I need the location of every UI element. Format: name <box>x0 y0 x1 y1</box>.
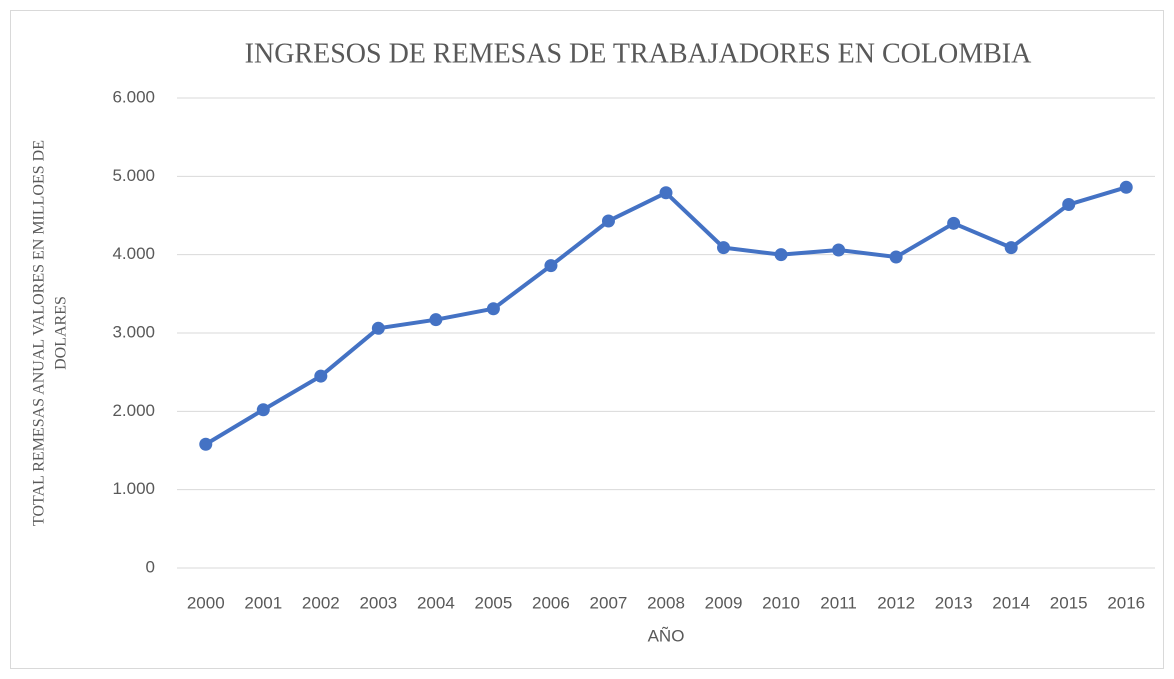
y-tick-label: 4.000 <box>112 244 155 263</box>
y-tick-label: 0 <box>146 557 155 576</box>
x-tick-label: 2009 <box>705 593 743 612</box>
x-tick-label: 2006 <box>532 593 570 612</box>
x-tick-label: 2004 <box>417 593 455 612</box>
point <box>486 302 500 316</box>
x-tick-label: 2008 <box>647 593 685 612</box>
point <box>774 248 788 262</box>
y-axis-title: DOLARES <box>53 296 70 370</box>
point <box>832 243 846 257</box>
point <box>314 369 328 383</box>
x-tick-label: 2015 <box>1050 593 1088 612</box>
x-tick-label: 2011 <box>820 593 857 612</box>
x-tick-label: 2001 <box>244 593 282 612</box>
chart-title: INGRESOS DE REMESAS DE TRABAJADORES EN C… <box>245 38 1032 69</box>
point <box>889 250 903 264</box>
x-tick-label: 2014 <box>992 593 1030 612</box>
point <box>199 437 213 451</box>
x-tick-label: 2012 <box>877 593 915 612</box>
x-tick-label: 2013 <box>935 593 973 612</box>
y-axis-title: TOTAL REMESAS ANUAL VALORES EN MILLOES D… <box>31 140 48 526</box>
point <box>717 241 731 255</box>
point <box>544 259 558 273</box>
point <box>1004 241 1018 255</box>
x-tick-label: 2003 <box>359 593 397 612</box>
x-axis-title: AÑO <box>648 626 685 645</box>
y-tick-label: 5.000 <box>112 166 155 185</box>
x-tick-label: 2016 <box>1107 593 1145 612</box>
x-tick-label: 2002 <box>302 593 340 612</box>
chart-frame <box>10 10 1164 669</box>
x-tick-label: 2005 <box>474 593 512 612</box>
x-tick-label: 2007 <box>590 593 628 612</box>
point <box>256 403 270 417</box>
point <box>1119 180 1133 194</box>
y-tick-label: 6.000 <box>112 87 155 106</box>
point <box>371 321 385 335</box>
y-tick-label: 2.000 <box>112 401 155 420</box>
x-tick-label: 2010 <box>762 593 800 612</box>
point <box>601 214 615 228</box>
point <box>947 216 961 230</box>
y-tick-label: 1.000 <box>112 479 155 498</box>
x-tick-label: 2000 <box>187 593 225 612</box>
y-tick-label: 3.000 <box>112 322 155 341</box>
point <box>429 313 443 327</box>
point <box>1062 198 1076 212</box>
point <box>659 186 673 200</box>
